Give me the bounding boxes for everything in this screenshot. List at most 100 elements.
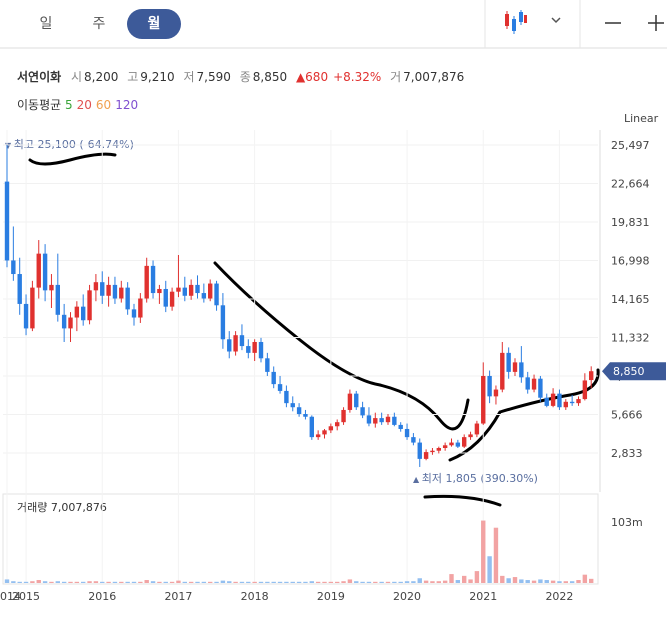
candle-body — [30, 287, 35, 329]
volume-bar — [81, 581, 86, 583]
volume-bar — [563, 581, 568, 583]
dropdown[interactable] — [551, 17, 561, 24]
candle-body — [81, 306, 86, 321]
volume-bar — [474, 571, 480, 583]
volume-bar — [335, 581, 340, 583]
volume-bar — [462, 575, 467, 583]
volume-bar — [538, 579, 543, 583]
tab-month[interactable]: 월 — [127, 9, 181, 39]
volume-bar — [569, 581, 575, 583]
candle-body — [373, 418, 378, 424]
tab-week[interactable]: 주 — [92, 16, 106, 32]
volume-bar — [328, 581, 334, 583]
volume-bar — [404, 581, 410, 583]
volume-bar — [201, 581, 207, 583]
volume-bar — [519, 579, 524, 583]
candle-body — [252, 341, 257, 353]
candle-body — [366, 415, 372, 424]
x-tick-label: 2022 — [545, 590, 573, 603]
candle-body — [163, 288, 168, 307]
candle-body — [4, 181, 10, 261]
x-tick-label: 2015 — [12, 590, 40, 603]
volume-bar — [455, 580, 461, 583]
value: 7,007,876 — [403, 70, 465, 84]
volume-bar — [68, 581, 73, 583]
volume-bar — [582, 574, 588, 583]
volume-bar — [265, 581, 270, 583]
candle-body — [182, 287, 187, 296]
volume-bar — [442, 580, 448, 583]
x-tick-label: 2016 — [88, 590, 116, 603]
candle-body — [525, 377, 530, 390]
volume-bar — [93, 581, 99, 583]
ma-legend: 이동평균 5 20 60 120 — [17, 96, 142, 113]
volume-bar — [303, 581, 308, 583]
volume-bar — [36, 580, 41, 583]
volume-bar — [411, 581, 416, 583]
volume-bar — [366, 581, 372, 583]
value: 8,850 — [252, 70, 288, 84]
label: 시 — [71, 70, 83, 84]
volume-bar — [557, 581, 562, 583]
volume-bar — [169, 581, 175, 583]
scale-mode[interactable]: Linear — [624, 112, 659, 125]
candle-body — [576, 399, 581, 404]
volume-bar — [392, 581, 397, 583]
volume-bar — [214, 581, 219, 583]
volume-bar — [246, 581, 251, 583]
label: 종 — [239, 70, 251, 84]
volume-bar — [322, 581, 327, 583]
candle-body — [157, 288, 162, 294]
volume-bar — [449, 574, 454, 583]
candle-body — [125, 287, 130, 310]
volume-bar — [531, 580, 537, 583]
candle-body — [131, 309, 137, 318]
candle-body — [411, 437, 416, 443]
volume-bar — [398, 581, 403, 583]
volume-bar — [290, 581, 295, 583]
candle-body — [538, 378, 543, 398]
candle-body — [442, 445, 448, 449]
tab-day[interactable]: 일 — [39, 16, 53, 32]
volume-bar — [379, 581, 384, 583]
volume-bar — [296, 581, 302, 583]
candle-body — [328, 426, 334, 431]
ma-item: 20 — [76, 98, 92, 112]
volume-bar — [576, 580, 581, 583]
zoom-in[interactable] — [648, 15, 664, 31]
volume-bar — [512, 577, 518, 583]
low-note-text: 최저 1,805 (390.30%) — [422, 472, 538, 485]
volume-bar — [87, 581, 92, 583]
candle-body — [423, 452, 429, 459]
y-tick-label: 2,833 — [611, 447, 643, 460]
volume-bar — [550, 580, 556, 583]
volume-bar — [309, 581, 314, 583]
candle-body — [296, 407, 302, 415]
candle-body — [557, 393, 562, 408]
volume-bar — [468, 579, 473, 583]
x-tick-label: 2017 — [164, 590, 192, 603]
candle-body — [474, 423, 480, 435]
candle-body — [42, 253, 48, 291]
candle-body — [500, 352, 505, 390]
ma-label: 이동평균 — [17, 98, 62, 112]
volume-bar — [138, 581, 143, 583]
volume-bar — [188, 581, 194, 583]
candle-body — [195, 284, 200, 294]
candle-body — [201, 293, 207, 299]
candle-body — [449, 442, 454, 446]
volume-bar — [195, 581, 200, 583]
candle-body — [144, 265, 149, 299]
volume-bar — [417, 578, 422, 583]
candle-body — [119, 287, 124, 299]
value: 8,200 — [84, 70, 119, 84]
volume-tick-label: 103m — [611, 516, 643, 529]
chart-type-icon[interactable] — [505, 10, 527, 34]
candle-body — [176, 287, 181, 292]
candle-body — [233, 335, 238, 352]
volume-bar — [106, 581, 111, 583]
volume-bar — [150, 581, 156, 583]
volume-bar — [271, 581, 276, 583]
volume-bar — [11, 581, 16, 583]
